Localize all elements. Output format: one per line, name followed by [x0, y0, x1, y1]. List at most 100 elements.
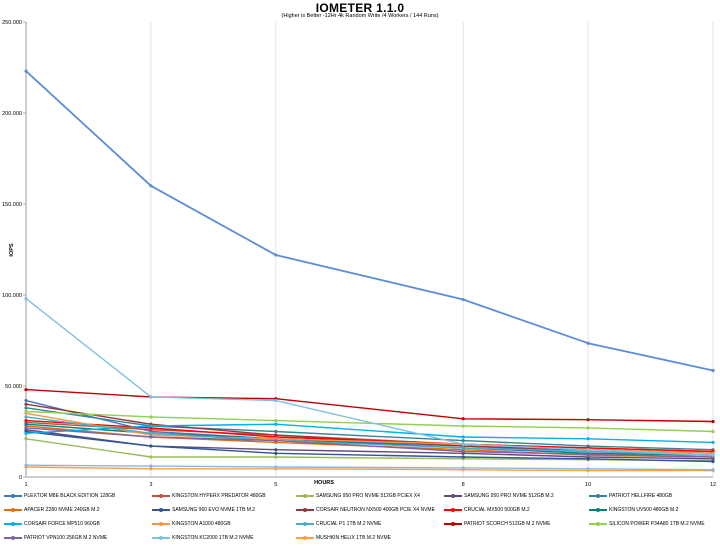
data-point [149, 444, 153, 448]
tick-layer: 1 3 5 8 10 12 0 50.000 100.000 150.000 200.000 250.… [2, 20, 716, 487]
series-line [25, 70, 714, 372]
y-tick-label: 150.000 [2, 202, 22, 208]
data-point [461, 424, 465, 428]
legend-swatch-marker [596, 508, 600, 512]
data-point [274, 465, 278, 469]
legend-item: PATRIOT HELLFIRE 480GB [589, 490, 672, 502]
data-point [461, 466, 465, 470]
data-point [24, 406, 28, 410]
legend-swatch-marker [159, 536, 163, 540]
legend-item: MUSHKIN HELIX 1TB M.2 NVME [296, 532, 391, 544]
line-chart: 1 3 5 8 10 12 0 50.000 100.000 150.000 200.000 250.… [2, 20, 716, 487]
legend-swatch [296, 520, 314, 528]
series-layer [24, 69, 715, 473]
legend-label: KINGSTON A1000 480GB [172, 521, 231, 527]
legend-swatch [444, 492, 462, 500]
x-tick-label: 10 [585, 482, 591, 487]
legend-swatch [152, 506, 170, 514]
data-point [586, 448, 590, 452]
data-point [149, 415, 153, 419]
data-point [711, 429, 715, 434]
data-point [586, 457, 590, 461]
data-point [711, 419, 715, 424]
data-point [274, 398, 278, 403]
x-tick-label: 1 [24, 482, 27, 487]
series-line [25, 430, 714, 463]
data-point [586, 437, 590, 441]
data-point [274, 439, 278, 443]
legend-item: SAMSUNG 950 PRO NVME 512GB M.2 [444, 490, 554, 502]
data-point [24, 398, 28, 403]
legend-swatch-marker [451, 522, 455, 526]
data-point [149, 431, 153, 435]
data-point [24, 426, 28, 430]
data-point [274, 455, 278, 459]
data-point [586, 418, 590, 422]
legend-swatch [4, 520, 22, 528]
data-point [24, 418, 28, 423]
chart-title: IOMETER 1.1.0 [315, 1, 405, 15]
data-point [461, 435, 465, 439]
legend-label: CRUCIAL MX500 500GB M.2 [464, 507, 530, 513]
data-point [461, 442, 465, 446]
data-point [274, 422, 278, 426]
legend-label: SAMSUNG 960 EVO NVME 1TB M.2 [172, 507, 256, 513]
legend-swatch-marker [303, 508, 307, 512]
legend-label: SILICON POWER P34A80 1TB M.2 NVME [609, 521, 705, 527]
legend-item: KINGSTON KC2000 1TB M.2 NVME [152, 532, 254, 544]
legend-swatch-marker [451, 508, 455, 512]
series-line [25, 388, 714, 423]
data-point [586, 426, 590, 430]
legend-item: CRUCIAL MX500 500GB M.2 [444, 504, 530, 516]
data-point [461, 455, 465, 459]
data-point [149, 184, 153, 188]
legend-label: PLEXTOR M8E BLACK EDITION 128GB [24, 493, 116, 499]
data-point [24, 437, 28, 441]
data-point [24, 463, 28, 467]
x-tick-label: 3 [149, 482, 152, 487]
legend-swatch [4, 534, 22, 542]
legend-swatch [589, 492, 607, 500]
series-line [25, 416, 714, 456]
legend-label: KINGSTON HYPERX PREDATOR 480GB [172, 493, 266, 499]
legend-item: SAMSUNG 950 PRO NVME 512GB PCIEX X4 [296, 490, 420, 502]
data-point [149, 424, 153, 428]
legend-swatch-marker [11, 522, 15, 526]
legend-item: KINGSTON HYPERX PREDATOR 480GB [152, 490, 266, 502]
legend-swatch-marker [303, 536, 307, 540]
legend-swatch [152, 492, 170, 500]
data-point [24, 69, 28, 73]
data-point [24, 415, 28, 419]
series-line [25, 466, 713, 472]
legend-label: CRUCIAL P1 1TB M.2 NVME [316, 521, 382, 527]
data-point [274, 418, 278, 423]
legend-swatch-marker [159, 494, 163, 498]
legend-item: PATRIOT SCORCH 512GB M.2 NVME [444, 518, 550, 530]
legend-swatch [589, 520, 607, 528]
data-point [586, 467, 590, 471]
data-point [24, 409, 28, 414]
series-line [25, 423, 714, 444]
legend-swatch [589, 506, 607, 514]
legend-swatch-marker [451, 494, 455, 498]
data-point [24, 388, 28, 392]
legend-label: CORSAIR NEUTRON NX500 400GB PCIE X4 NVME [316, 507, 435, 513]
y-tick-label: 200.000 [2, 111, 22, 117]
legend-label: MUSHKIN HELIX 1TB M.2 NVME [316, 535, 392, 541]
legend-swatch [152, 520, 170, 528]
legend-item: CORSAIR FORCE MP510 960GB [4, 518, 100, 530]
legend-swatch [4, 492, 22, 500]
y-axis-title: IOPS [9, 243, 15, 256]
legend-label: SAMSUNG 950 PRO NVME 512GB M.2 [464, 493, 554, 499]
legend-item: KINGSTON A1000 480GB [152, 518, 231, 530]
data-point [149, 395, 153, 399]
y-tick-label: 100.000 [2, 293, 22, 299]
data-point [461, 439, 465, 443]
data-point [24, 297, 28, 301]
legend-swatch-marker [596, 494, 600, 498]
data-point [586, 341, 590, 345]
legend-item: APACER Z280 NVME 240GB M.2 [4, 504, 100, 516]
legend-swatch [444, 506, 462, 514]
x-tick-label: 8 [462, 482, 465, 487]
x-axis-title: HOURS [314, 480, 334, 486]
